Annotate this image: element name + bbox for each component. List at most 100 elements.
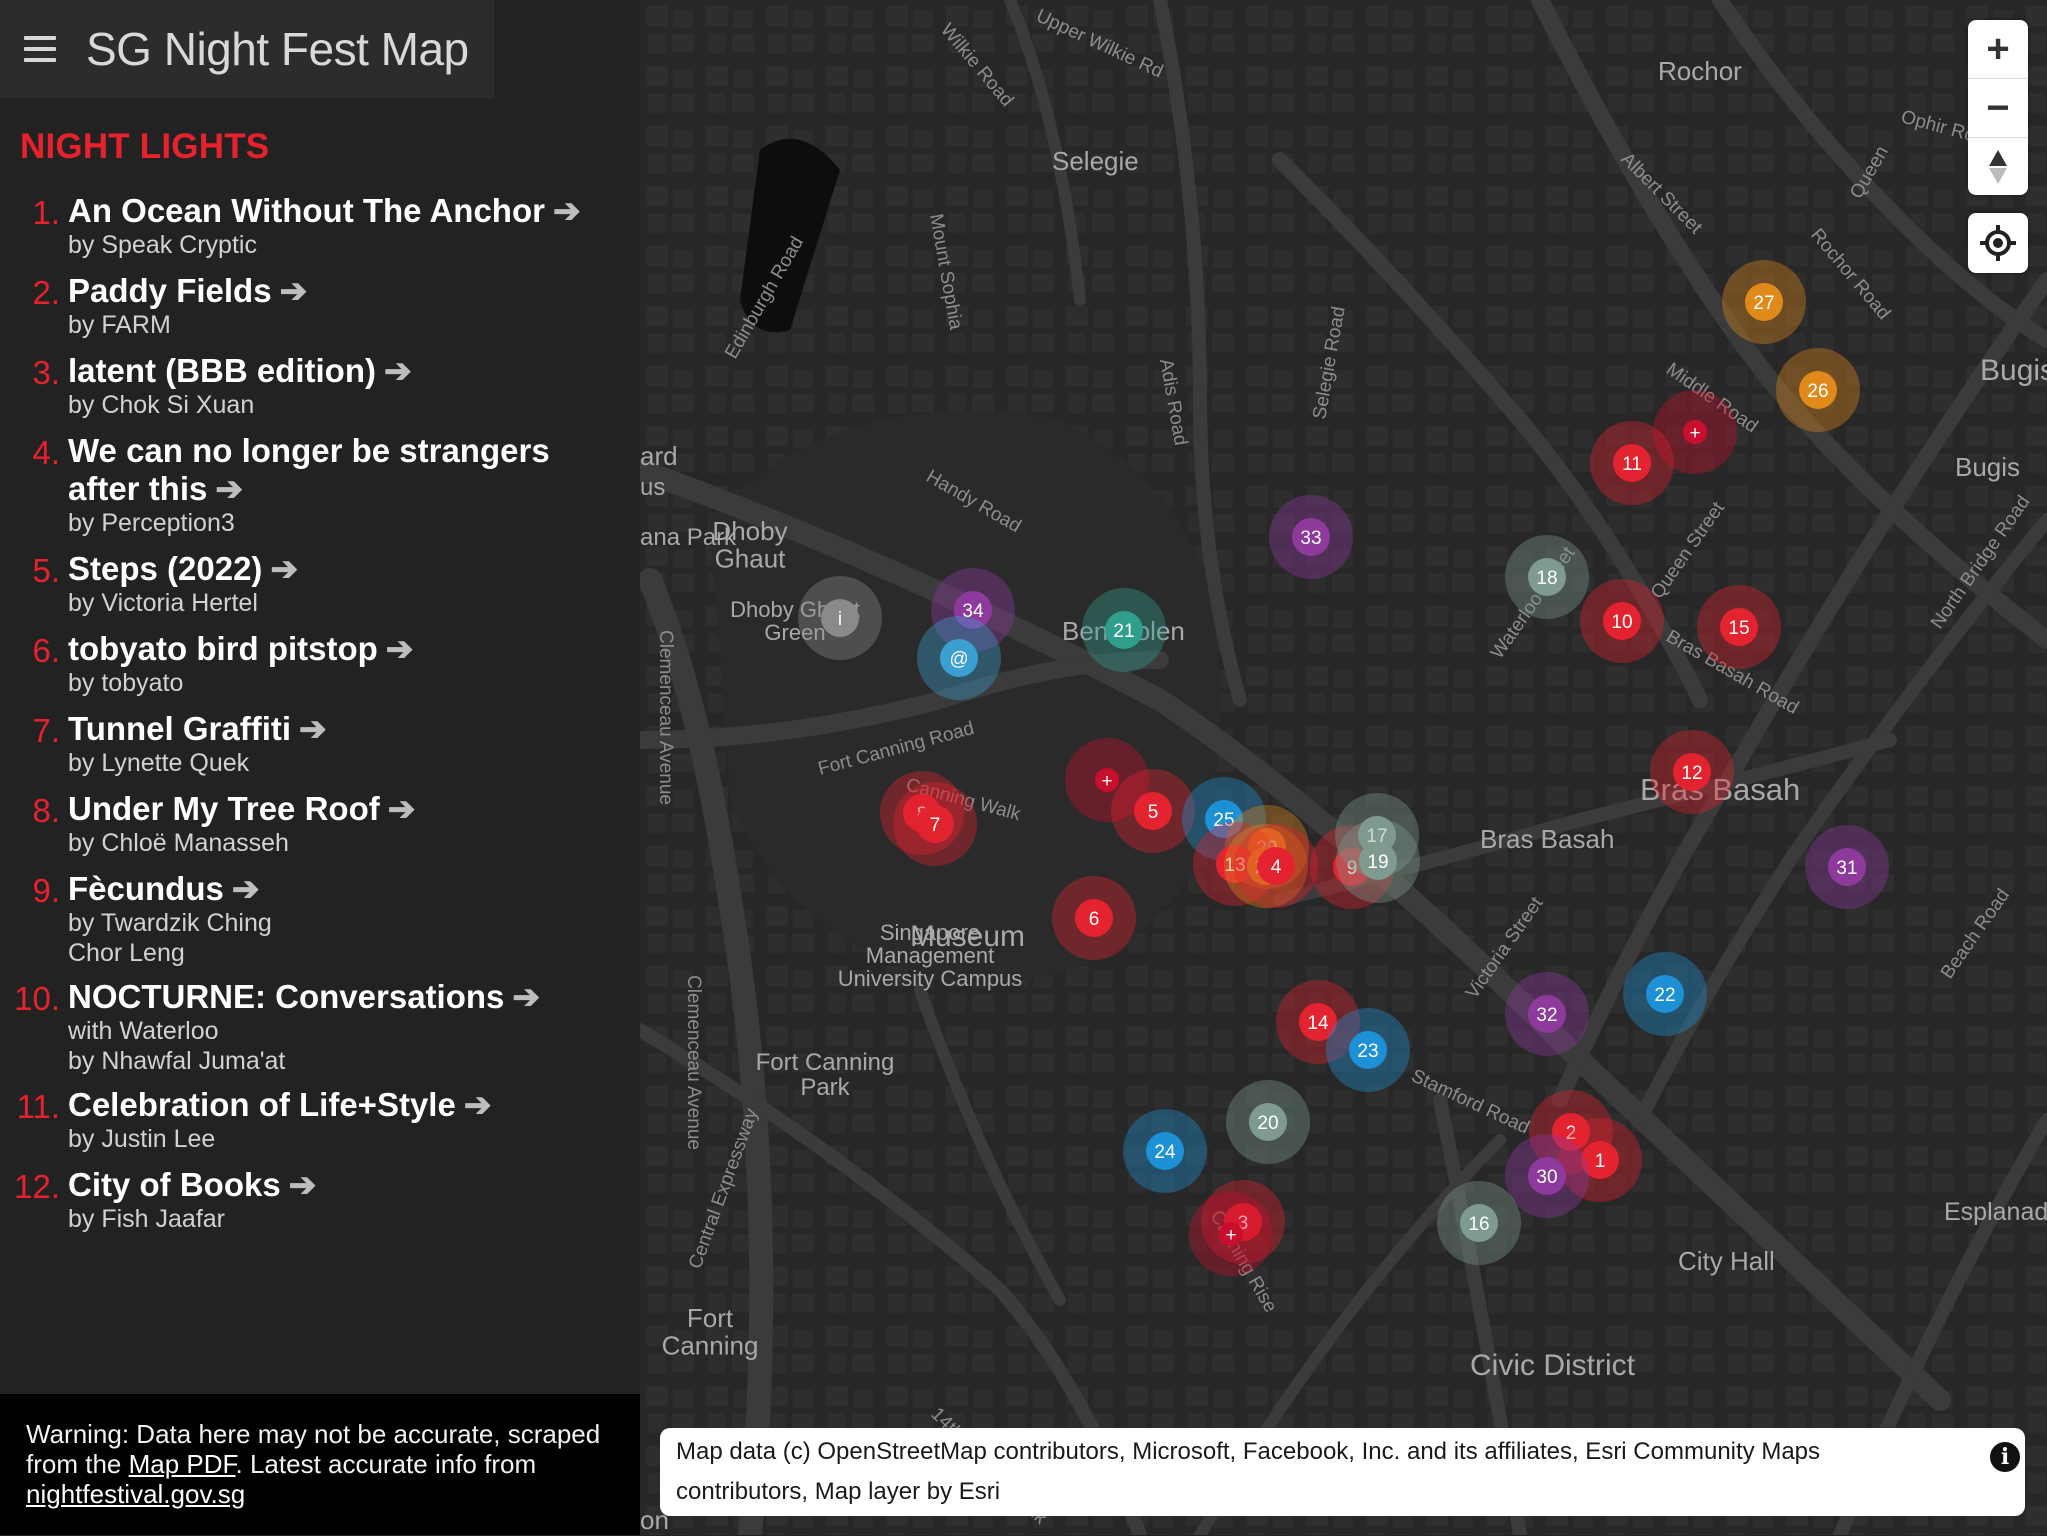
item-number: 3. — [32, 354, 60, 391]
map-marker[interactable]: 25 — [1182, 777, 1266, 861]
map-marker[interactable]: 11 — [1590, 421, 1674, 505]
list-item[interactable]: 4. We can no longer be strangers after th… — [0, 432, 640, 538]
map-marker[interactable]: 30 — [1505, 1134, 1589, 1218]
item-title-text: NOCTURNE: Conversations — [68, 978, 505, 1015]
item-number: 8. — [32, 792, 60, 829]
item-title[interactable]: We can no longer be strangers after this… — [68, 432, 624, 508]
map-marker[interactable]: 14 — [1276, 980, 1360, 1064]
warning-pre: Warning: Data here may not be accurate, … — [26, 1419, 601, 1479]
nightfestival-link[interactable]: nightfestival.gov.sg — [26, 1479, 246, 1509]
map-area-label: ana Park — [640, 524, 737, 551]
item-title[interactable]: Paddy Fields ➔ — [68, 272, 624, 310]
map-marker[interactable]: 4 — [1234, 824, 1318, 908]
map-marker[interactable]: 20 — [1226, 1080, 1310, 1164]
svg-text:3: 3 — [1238, 1213, 1249, 1234]
item-title[interactable]: Steps (2022) ➔ — [68, 550, 624, 588]
map-marker[interactable]: 13 — [1193, 822, 1277, 906]
map-pdf-link[interactable]: Map PDF — [128, 1449, 236, 1479]
map-canvas[interactable]: RochorSelegieBugisBugisDhobyGhautBencool… — [640, 0, 2047, 1535]
app-title: SG Night Fest Map — [86, 23, 469, 75]
list-item[interactable]: 12. City of Books ➔ by Fish Jaafar — [0, 1166, 640, 1234]
item-title[interactable]: Celebration of Life+Style ➔ — [68, 1086, 624, 1124]
list-item[interactable]: 3. latent (BBB edition) ➔ by Chok Si Xuan — [0, 352, 640, 420]
list-item[interactable]: 2. Paddy Fields ➔ by FARM — [0, 272, 640, 340]
zoom-out-button[interactable]: − — [1968, 79, 2028, 138]
item-title-text: Tunnel Graffiti — [68, 710, 292, 747]
list-item[interactable]: 9. Fècundus ➔ by Twardzik Ching Chor Leng — [0, 870, 640, 968]
list-item[interactable]: 1. An Ocean Without The Anchor ➔ by Speak C… — [0, 192, 640, 260]
list-item[interactable]: 6. tobyato bird pitstop ➔ by tobyato — [0, 630, 640, 698]
map-marker[interactable]: 15 — [1697, 585, 1781, 669]
info-icon[interactable]: i — [1990, 1442, 2020, 1472]
item-title-text: An Ocean Without The Anchor — [68, 192, 545, 229]
list-item[interactable]: 11. Celebration of Life+Style ➔ by Justin L… — [0, 1086, 640, 1154]
menu-icon[interactable] — [24, 36, 56, 62]
map-area-label: Museum — [910, 920, 1025, 953]
map-marker[interactable]: 24 — [1123, 1109, 1207, 1193]
map-marker[interactable]: 31 — [1805, 825, 1889, 909]
map-marker[interactable]: 3 — [1201, 1180, 1285, 1264]
map-marker[interactable]: 6 — [1052, 876, 1136, 960]
list-item[interactable]: 5. Steps (2022) ➔ by Victoria Hertel — [0, 550, 640, 618]
map-area-label: Rochor — [1658, 56, 1742, 86]
map-marker[interactable]: @ — [917, 616, 1001, 700]
attribution-text: Map data (c) OpenStreetMap contributors,… — [676, 1438, 1821, 1505]
map-marker[interactable]: + — [1065, 738, 1149, 822]
item-number: 6. — [32, 632, 60, 669]
map-road-label: Clemenceau Avenue — [683, 975, 704, 1150]
list-item[interactable]: 8. Under My Tree Roof ➔ by Chloë Manasseh — [0, 790, 640, 858]
svg-text:13: 13 — [1224, 855, 1245, 876]
map-marker[interactable]: 33 — [1269, 495, 1353, 579]
map-marker[interactable]: + — [1189, 1192, 1273, 1276]
svg-text:27: 27 — [1753, 293, 1774, 314]
map-marker[interactable]: 19 — [1336, 819, 1420, 903]
map-marker[interactable]: 22 — [1623, 952, 1707, 1036]
map-layer[interactable]: RochorSelegieBugisBugisDhobyGhautBencool… — [640, 0, 2047, 1535]
item-title[interactable]: City of Books ➔ — [68, 1166, 624, 1204]
item-number: 2. — [32, 274, 60, 311]
map-marker[interactable]: 12 — [1650, 730, 1734, 814]
item-title[interactable]: Under My Tree Roof ➔ — [68, 790, 624, 828]
item-title[interactable]: latent (BBB edition) ➔ — [68, 352, 624, 390]
svg-text:12: 12 — [1681, 763, 1702, 784]
map-marker[interactable]: 17 — [1335, 793, 1419, 877]
map-marker[interactable]: 23 — [1326, 1008, 1410, 1092]
map-road-label: Clemenceau Avenue — [655, 630, 676, 805]
item-artist: by Lynette Quek — [68, 749, 250, 777]
map-marker[interactable]: 21 — [1082, 588, 1166, 672]
map-marker[interactable]: 18 — [1505, 535, 1589, 619]
map-marker[interactable]: 7 — [893, 782, 977, 866]
map-marker[interactable]: 34 — [931, 568, 1015, 652]
map-marker[interactable]: + — [1653, 390, 1737, 474]
arrow-icon: ➔ — [231, 870, 260, 907]
compass-button[interactable] — [1968, 138, 2028, 196]
map-area-label: Bras Basah — [1640, 772, 1800, 807]
item-title[interactable]: Tunnel Graffiti ➔ — [68, 710, 624, 748]
map-marker[interactable]: 32 — [1505, 972, 1589, 1056]
item-title[interactable]: Fècundus ➔ — [68, 870, 624, 908]
svg-text:6: 6 — [1089, 909, 1100, 930]
item-artist: by tobyato — [68, 669, 184, 697]
map-area-label: us — [640, 474, 665, 501]
map-marker[interactable]: 16 — [1437, 1181, 1521, 1265]
map-marker[interactable]: 5 — [1111, 769, 1195, 853]
list-item[interactable]: 7. Tunnel Graffiti ➔ by Lynette Quek — [0, 710, 640, 778]
zoom-in-button[interactable]: + — [1968, 20, 2028, 79]
item-title[interactable]: An Ocean Without The Anchor ➔ — [68, 192, 624, 230]
map-marker[interactable]: 27 — [1722, 260, 1806, 344]
arrow-icon: ➔ — [299, 710, 327, 747]
item-title[interactable]: NOCTURNE: Conversations ➔ — [68, 978, 624, 1016]
svg-text:+: + — [1689, 423, 1700, 444]
map-marker[interactable]: 26 — [1776, 348, 1860, 432]
item-title[interactable]: tobyato bird pitstop ➔ — [68, 630, 624, 668]
map-marker[interactable]: 1 — [1558, 1118, 1642, 1202]
locate-button[interactable] — [1968, 213, 2028, 273]
item-title-text: Celebration of Life+Style — [68, 1086, 456, 1123]
map-marker[interactable]: i — [798, 576, 882, 660]
svg-text:20: 20 — [1257, 1113, 1278, 1134]
list-item[interactable]: 10. NOCTURNE: Conversations ➔ with Waterloo… — [0, 978, 640, 1076]
map-marker[interactable]: 10 — [1580, 579, 1664, 663]
arrow-icon: ➔ — [279, 272, 308, 309]
svg-text:9: 9 — [1347, 858, 1358, 879]
svg-text:32: 32 — [1536, 1005, 1557, 1026]
